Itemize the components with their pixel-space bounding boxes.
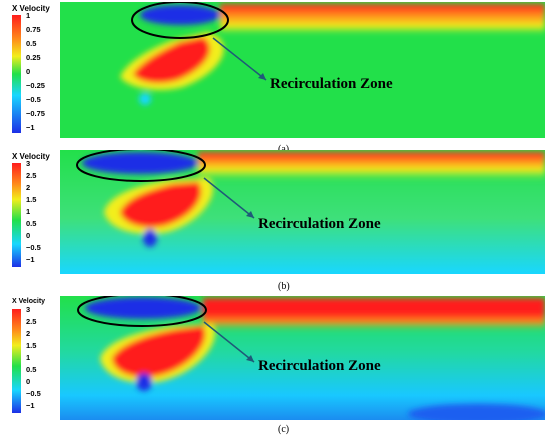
reverse-flow-region [85, 297, 201, 319]
legend-tick: −0.5 [26, 95, 41, 104]
legend-tick: 0 [26, 377, 31, 386]
legend-tick: 1 [26, 353, 31, 362]
legend-c: X Velocity 3 2.5 2 1.5 1 0.5 0 −0.5 −1 [8, 296, 60, 420]
jet-inlet-vortex [143, 229, 157, 247]
shear-jet [198, 152, 545, 182]
legend-tick: 0.5 [26, 219, 37, 228]
legend-tick: 0 [26, 67, 31, 76]
legend-tick: −0.5 [26, 243, 41, 252]
legend-title: X Velocity [12, 152, 50, 161]
legend-tick: 2 [26, 329, 31, 338]
reverse-flow-region [140, 5, 220, 25]
legend-tick: 1.5 [26, 195, 37, 204]
legend-tick: 2.5 [26, 317, 37, 326]
legend-tick: 0 [26, 231, 31, 240]
panel-caption: (a) [278, 144, 290, 155]
legend-tick: −1 [26, 123, 35, 132]
legend-title: X Velocity [12, 4, 50, 13]
legend-title: X Velocity [12, 298, 46, 305]
legend-tick: −0.75 [26, 109, 45, 118]
legend-colorbar [12, 15, 21, 133]
legend-tick: −0.25 [26, 81, 45, 90]
legend-tick: 2 [26, 183, 31, 192]
legend-tick: 0.5 [26, 365, 37, 374]
panel-c: X Velocity 3 2.5 2 1.5 1 0.5 0 −0.5 −1 R… [8, 296, 545, 442]
legend-tick: 3 [26, 159, 31, 168]
velocity-field-a [60, 2, 545, 138]
legend-tick: 2.5 [26, 171, 37, 180]
bottom-slow-region [408, 404, 545, 420]
legend-tick: −1 [26, 401, 35, 410]
legend-tick: 1 [26, 207, 31, 216]
callout-arrowhead [246, 355, 254, 362]
jet-inlet-vortex [136, 373, 152, 391]
recirculation-ellipse [76, 150, 206, 182]
panel-caption: (c) [278, 424, 290, 435]
legend-tick: 1 [26, 11, 31, 20]
callout-arrow [212, 37, 267, 81]
legend-b: X Velocity 3 2.5 2 1.5 1 0.5 0 −0.5 −1 [8, 150, 60, 274]
recirculation-ellipse [131, 2, 229, 39]
legend-a: X Velocity 1 0.75 0.5 0.25 0 −0.25 −0.5 … [8, 2, 60, 138]
velocity-field-c [60, 296, 545, 420]
legend-tick: −0.5 [26, 389, 41, 398]
recirculation-core [112, 326, 206, 378]
legend-tick: 0.75 [26, 25, 41, 34]
shear-jet [220, 4, 545, 36]
jet-inlet-vortex [139, 93, 151, 105]
panel-caption: (b) [278, 281, 290, 292]
recirculation-ellipse [77, 296, 207, 327]
panel-b: X Velocity 3 2.5 2 1.5 1 0.5 0 −0.5 −1 R… [8, 150, 545, 296]
legend-tick: 0.25 [26, 53, 41, 62]
legend-tick: 0.5 [26, 39, 37, 48]
velocity-field-b [60, 150, 545, 274]
legend-tick: −1 [26, 255, 35, 264]
legend-tick: 1.5 [26, 341, 37, 350]
shear-jet [203, 298, 545, 332]
legend-colorbar [12, 309, 21, 413]
callout-arrowhead [246, 211, 254, 218]
legend-tick: 3 [26, 305, 31, 314]
recirculation-core [120, 182, 202, 228]
legend-colorbar [12, 163, 21, 267]
reverse-flow-region [82, 152, 198, 174]
callout-arrow [203, 321, 255, 363]
recirculation-core [133, 37, 210, 83]
callout-arrow [203, 177, 255, 219]
recirculation-zone-label: Recirculation Zone [270, 76, 393, 92]
recirculation-zone-label: Recirculation Zone [258, 216, 381, 232]
panel-a: X Velocity 1 0.75 0.5 0.25 0 −0.25 −0.5 … [8, 2, 545, 162]
callout-arrowhead [258, 73, 266, 80]
recirculation-zone-label: Recirculation Zone [258, 358, 381, 374]
